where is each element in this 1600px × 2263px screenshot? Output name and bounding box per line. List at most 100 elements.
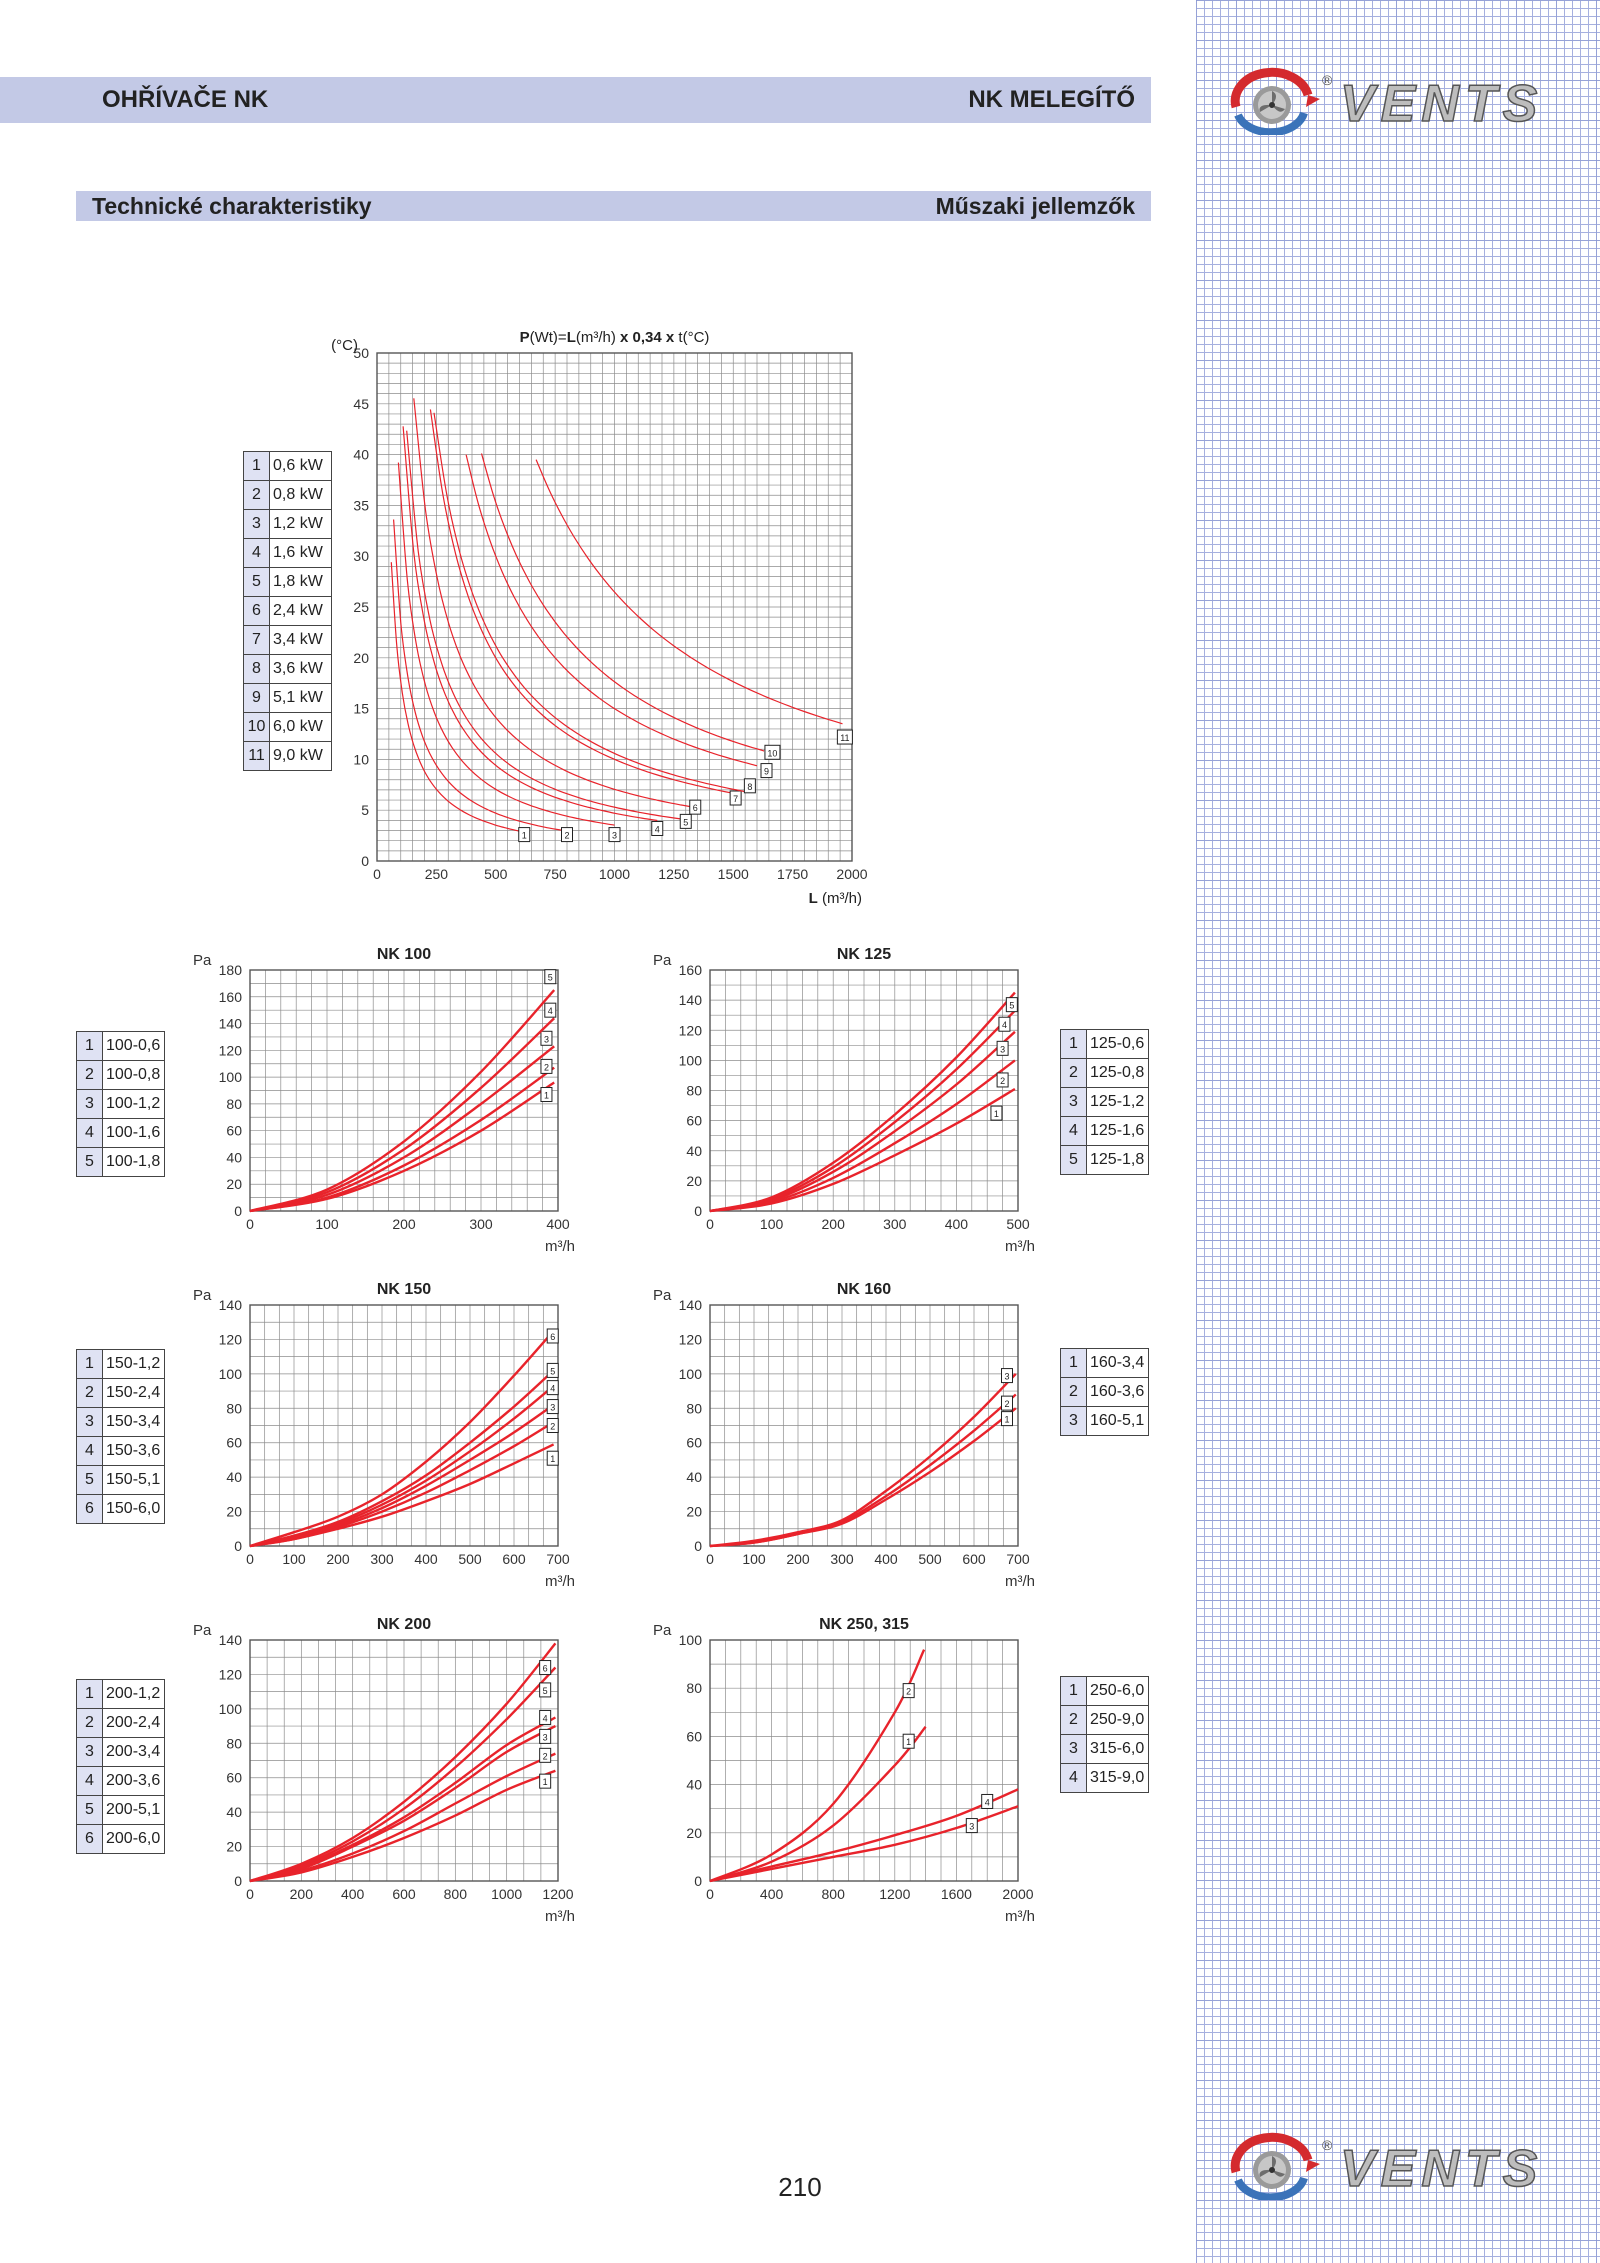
legend-label: 2,4 kW [269,596,332,626]
y-axis-label: Pa [653,952,672,969]
x-tick-label: 200 [786,1551,810,1567]
legend-index: 3 [76,1089,103,1119]
legend-row: 3 315-6,0 [1060,1734,1149,1764]
y-tick-label: 120 [219,1042,243,1058]
legend-label: 0,6 kW [269,451,332,481]
series-label: 1 [994,1109,999,1119]
series-label-box [1001,1368,1013,1384]
series-label-box [998,1016,1011,1032]
legend-row: 4 1,6 kW [243,538,332,568]
legend-label: 125-1,8 [1086,1145,1149,1175]
legend-row: 3 160-5,1 [1060,1406,1149,1436]
series-label: 5 [683,817,688,827]
series-line [709,1009,1016,1213]
legend-index: 2 [1060,1705,1087,1735]
nk100-legend: 1 100-0,6 2 100-0,8 3 100-1,2 4 100-1,6 5 100-1,8 [76,1031,165,1177]
series-label-box [608,827,621,843]
series-label: 4 [1002,1020,1007,1030]
header-left-title: OHŘÍVAČE NK [102,86,269,113]
x-tick-label: 800 [822,1886,846,1902]
series-label-box [539,1747,552,1763]
series-line [249,1716,556,1883]
series-label: 7 [733,794,738,804]
legend-row: 2 0,8 kW [243,480,332,510]
series-line [480,453,765,752]
y-tick-label: 60 [226,1770,242,1786]
series-label: 3 [543,1732,548,1742]
legend-index: 4 [243,538,270,568]
legend-label: 125-0,8 [1086,1058,1149,1088]
legend-row: 2 200-2,4 [76,1708,165,1738]
y-tick-label: 100 [679,1632,703,1648]
y-tick-label: 140 [679,1297,703,1313]
series-label-box [539,1660,552,1676]
legend-row: 3 100-1,2 [76,1089,165,1119]
legend-index: 10 [243,712,270,742]
y-tick-label: 40 [686,1143,702,1159]
series-label: 8 [747,782,752,792]
series-label-box [1001,1411,1013,1427]
y-tick-label: 40 [353,447,369,463]
y-tick-label: 20 [686,1504,702,1520]
nk160-chart: 0 100 200 300 400 500 600 700 0 20 40 60 80 100 120 140… [653,1281,1035,1590]
series-label: 5 [543,1686,548,1696]
series-label-box [743,778,756,794]
series-label-box [561,827,573,843]
vents-logo-bottom: ® VENTS [1230,2132,1538,2200]
x-axis-label: m³/h [1005,1573,1035,1590]
x-tick-label: 2000 [836,866,867,882]
legend-row: 2 150-2,4 [76,1378,165,1408]
legend-label: 3,6 kW [269,654,332,684]
chart-title: P(Wt)=L(m³/h) x 0,34 x t(°C) [520,329,710,346]
y-tick-label: 100 [219,1366,243,1382]
y-tick-label: 60 [686,1113,702,1129]
legend-row: 6 2,4 kW [243,596,332,626]
y-tick-label: 120 [219,1331,243,1347]
series-line [390,562,525,833]
y-tick-label: 40 [226,1469,242,1485]
y-tick-label: 140 [219,1016,243,1032]
nk200-chart: 0 200 400 600 800 1000 1200 0 20 40 60 80 100 120 140 N… [193,1616,575,1925]
y-tick-label: 20 [353,650,369,666]
y-axis-label: Pa [653,1287,672,1304]
x-tick-label: 1200 [542,1886,573,1902]
legend-index: 1 [1060,1348,1087,1378]
series-label: 2 [543,1751,548,1761]
x-tick-label: 200 [326,1551,350,1567]
series-line [249,1403,555,1548]
y-tick-label: 100 [679,1366,703,1382]
legend-row: 1 125-0,6 [1060,1029,1149,1059]
x-tick-label: 1000 [599,866,630,882]
y-tick-label: 10 [353,751,369,767]
y-tick-label: 40 [226,1149,242,1165]
legend-row: 3 200-3,4 [76,1737,165,1767]
plot-frame [249,969,559,1212]
nk150-legend: 1 150-1,2 2 150-2,4 3 150-3,4 4 150-3,6 5 150-5,1… [76,1349,165,1524]
legend-label: 200-3,6 [102,1766,165,1796]
registered-mark: ® [1322,2137,1333,2153]
series-label: 1 [522,831,527,841]
x-tick-label: 600 [502,1551,526,1567]
y-axis-label: t (°C) [330,337,358,354]
chart-title: NK 250, 315 [819,1616,909,1633]
legend-label: 100-1,6 [102,1118,165,1148]
series-label-box [996,1040,1009,1056]
x-tick-label: 0 [706,1886,714,1902]
y-tick-label: 60 [686,1435,702,1451]
y-tick-label: 20 [226,1839,242,1855]
legend-label: 125-1,6 [1086,1116,1149,1146]
y-tick-label: 60 [226,1435,242,1451]
y-tick-label: 140 [219,1297,243,1313]
series-label: 9 [764,767,769,777]
x-axis-label: m³/h [545,1238,575,1255]
x-tick-label: 400 [760,1886,784,1902]
nk200-legend: 1 200-1,2 2 200-2,4 3 200-3,4 4 200-3,6 5 200-5,1… [76,1679,165,1854]
y-tick-label: 40 [226,1804,242,1820]
series-label: 3 [612,831,617,841]
y-tick-label: 20 [686,1173,702,1189]
legend-row: 11 9,0 kW [243,741,332,771]
x-tick-label: 1000 [491,1886,522,1902]
x-tick-label: 300 [883,1216,907,1232]
legend-label: 1,6 kW [269,538,332,568]
section-left-title: Technické charakteristiky [92,192,372,219]
